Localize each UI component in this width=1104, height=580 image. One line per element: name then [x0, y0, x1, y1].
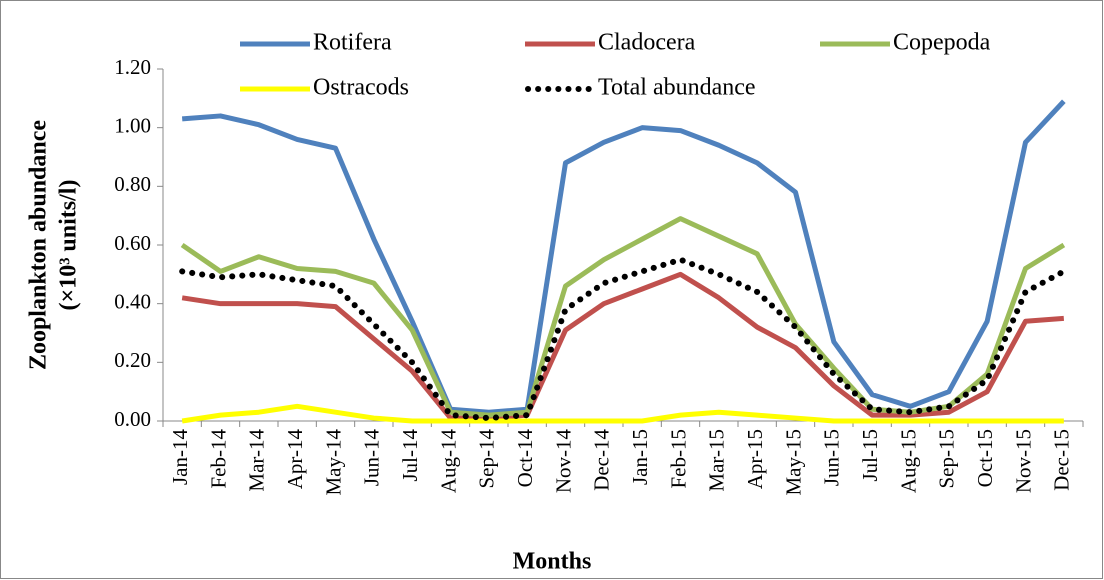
legend-label: Total abundance: [598, 75, 756, 101]
x-tick-label-group: Jul-15: [858, 429, 882, 482]
x-tick-label-group: Jul-14: [398, 429, 422, 482]
x-tick-label: Aug-15: [896, 429, 920, 493]
x-tick-label: Oct-15: [973, 429, 997, 487]
y-tick-label: 0.40: [114, 289, 151, 313]
legend-label: Cladocera: [598, 30, 696, 56]
x-tick-label-group: Jan-15: [628, 429, 652, 485]
y-tick-label: 1.00: [114, 113, 151, 137]
y-tick-label: 0.00: [114, 407, 151, 431]
legend-label: Ostracods: [313, 75, 409, 101]
x-tick-label: May-14: [321, 429, 345, 496]
x-tick-label-group: Dec-14: [590, 429, 614, 491]
series-line: [181, 403, 1064, 424]
y-tick-label: 0.20: [114, 348, 151, 372]
x-tick-label-group: May-14: [321, 429, 345, 496]
x-tick-label-group: May-15: [781, 429, 805, 496]
legend-label: Rotifera: [313, 30, 392, 56]
x-tick-label: Aug-14: [436, 429, 460, 494]
x-tick-label: Sep-15: [935, 429, 959, 489]
x-tick-label: May-15: [781, 429, 805, 496]
x-tick-label-group: Jan-14: [168, 429, 192, 485]
x-tick-label: Jan-15: [628, 429, 652, 485]
x-tick-label-group: Sep-15: [935, 429, 959, 489]
x-tick-label: Apr-15: [743, 429, 767, 489]
x-tick-label: Mar-15: [705, 429, 729, 492]
x-tick-label-group: Oct-15: [973, 429, 997, 487]
x-axis-title: Months: [513, 549, 592, 575]
x-tick-label: Nov-14: [551, 429, 575, 494]
x-tick-label: Jul-14: [398, 429, 422, 482]
x-tick-label: Dec-15: [1050, 429, 1074, 491]
series-line: [181, 271, 1065, 421]
x-tick-label: Mar-14: [245, 429, 269, 492]
series-line: [179, 256, 1067, 422]
y-tick-label: 0.80: [114, 172, 151, 196]
x-tick-label-group: Nov-15: [1011, 429, 1035, 493]
x-tick-label-group: Feb-14: [206, 429, 230, 489]
series-line: [181, 99, 1066, 415]
x-tick-label: Apr-14: [283, 429, 307, 490]
x-tick-label-group: Jun-15: [820, 429, 844, 486]
x-tick-label: Dec-14: [590, 429, 614, 491]
x-tick-label: Feb-14: [206, 429, 230, 489]
x-tick-label: Jul-15: [858, 429, 882, 482]
y-tick-label: 0.60: [114, 231, 151, 255]
x-tick-label-group: Apr-14: [283, 429, 307, 490]
x-tick-label-group: Aug-15: [896, 429, 920, 493]
x-tick-label: Jun-14: [360, 429, 384, 487]
x-tick-label: Feb-15: [666, 429, 690, 489]
x-tick-label: Oct-14: [513, 429, 537, 488]
y-axis-title-line: Zooplankton abundance: [26, 120, 52, 370]
x-tick-label-group: Aug-14: [436, 429, 460, 494]
x-tick-label-group: Mar-14: [245, 429, 269, 492]
x-tick-label-group: Oct-14: [513, 429, 537, 488]
y-tick-label: 1.20: [114, 55, 151, 79]
legend-label: Copepoda: [893, 30, 991, 56]
x-tick-label-group: Apr-15: [743, 429, 767, 489]
x-tick-label-group: Dec-15: [1050, 429, 1074, 491]
x-tick-label: Jun-15: [820, 429, 844, 486]
x-tick-label-group: Nov-14: [551, 429, 575, 494]
x-tick-label: Jan-14: [168, 429, 192, 485]
x-tick-label-group: Mar-15: [705, 429, 729, 492]
x-tick-label: Sep-14: [475, 429, 499, 489]
x-tick-label-group: Sep-14: [475, 429, 499, 489]
x-tick-label-group: Feb-15: [666, 429, 690, 489]
x-tick-label-group: Jun-14: [360, 429, 384, 487]
y-axis-title-line: (×10³ units/l): [56, 180, 82, 311]
y-axis-title: Zooplankton abundance (×10³ units/l): [26, 120, 82, 370]
x-tick-label: Nov-15: [1011, 429, 1035, 493]
